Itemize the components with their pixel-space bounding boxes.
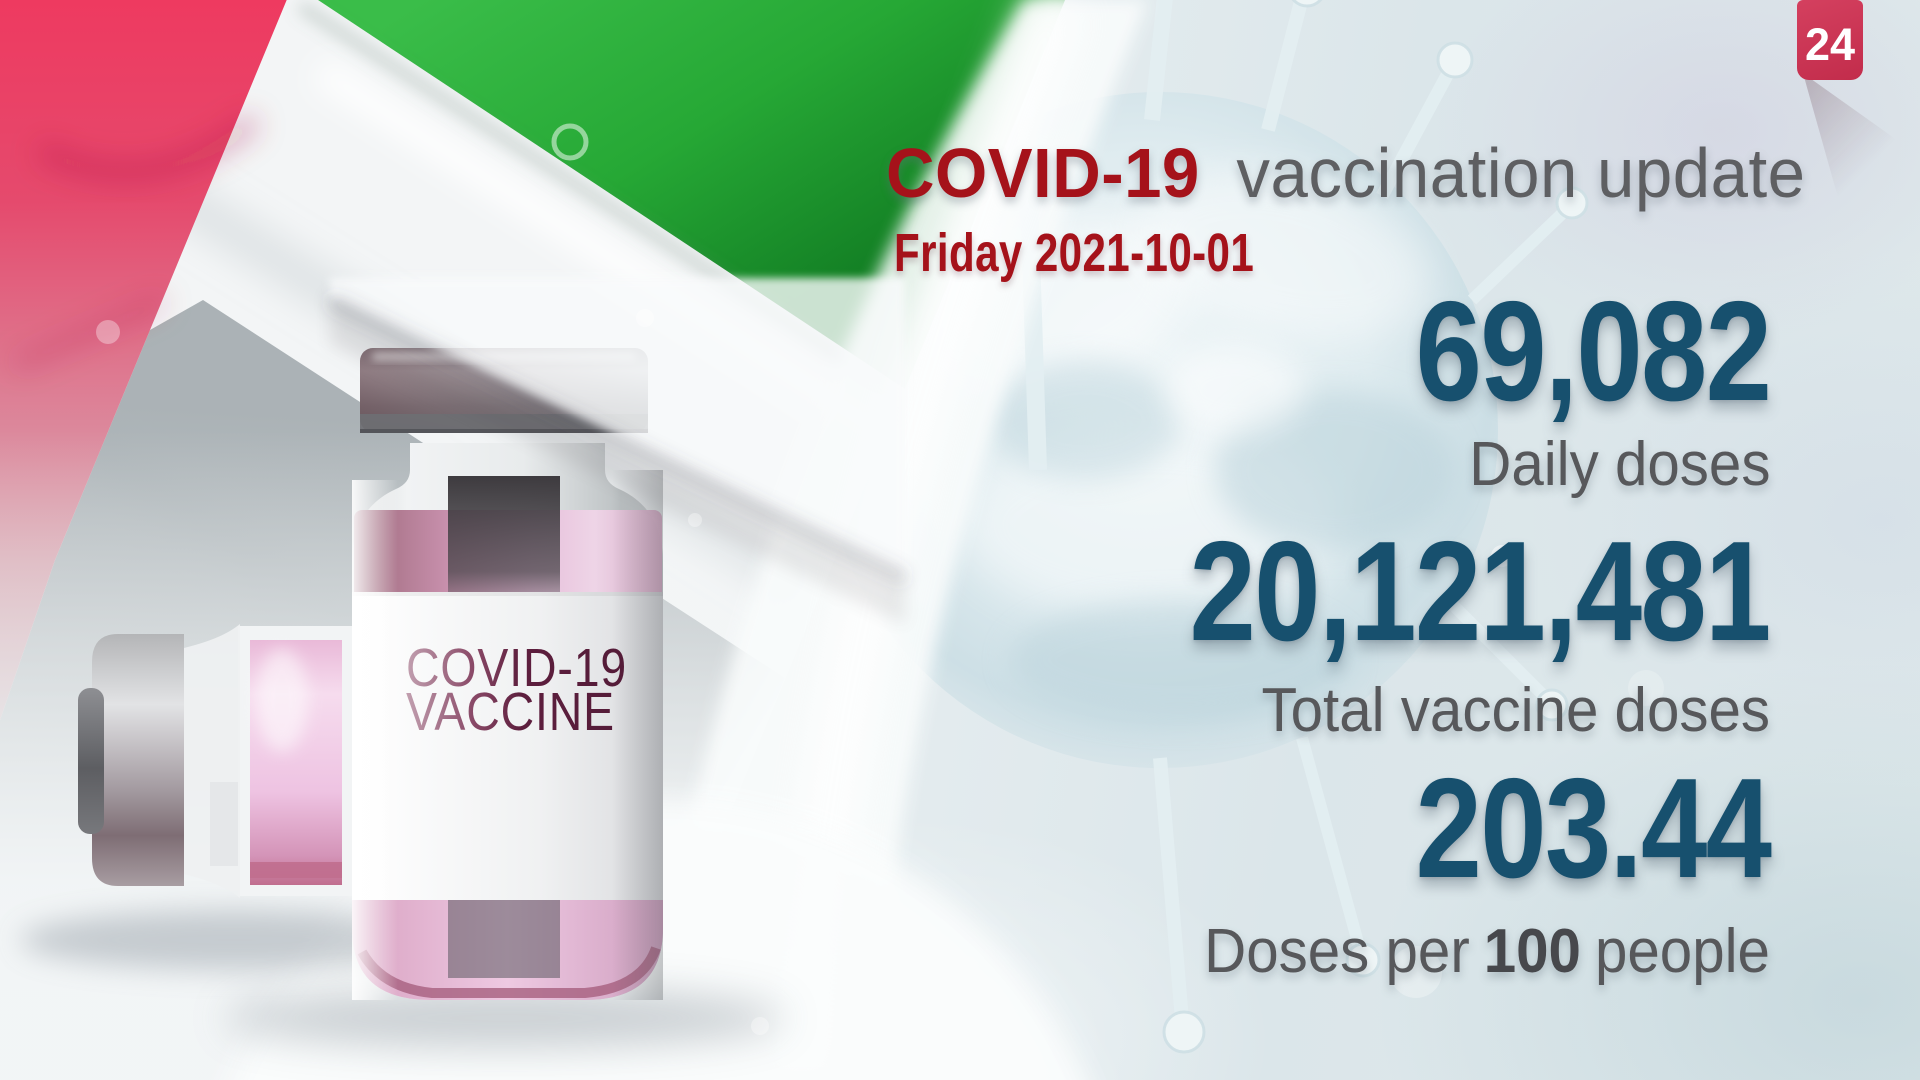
vial-label-line2: VACCINE [406,682,616,742]
stat-doses-per-100-value: 203.44 [1415,749,1771,908]
stat-total-doses-value: 20,121,481 [1189,512,1772,671]
label-suffix: people [1594,917,1770,986]
title-covid-19: COVID-19 [886,134,1200,212]
title-vaccination-update: vaccination update [1236,134,1806,212]
stat-total-doses-label: Total vaccine doses [1261,676,1770,745]
stat-daily-doses-value: 69,082 [1415,272,1771,431]
label-prefix: Doses per [1204,917,1470,986]
vial-label: COVID-19 VACCINE [406,646,627,734]
page-title: COVID-19 vaccination update [886,138,1805,208]
stat-doses-per-100-label: Doses per 100 people [1204,921,1770,983]
label-emphasis: 100 [1483,917,1582,986]
channel-24-badge: 24 [1797,0,1863,80]
report-date: Friday 2021-10-01 [894,223,1255,283]
stat-daily-doses-label: Daily doses [1468,430,1770,499]
